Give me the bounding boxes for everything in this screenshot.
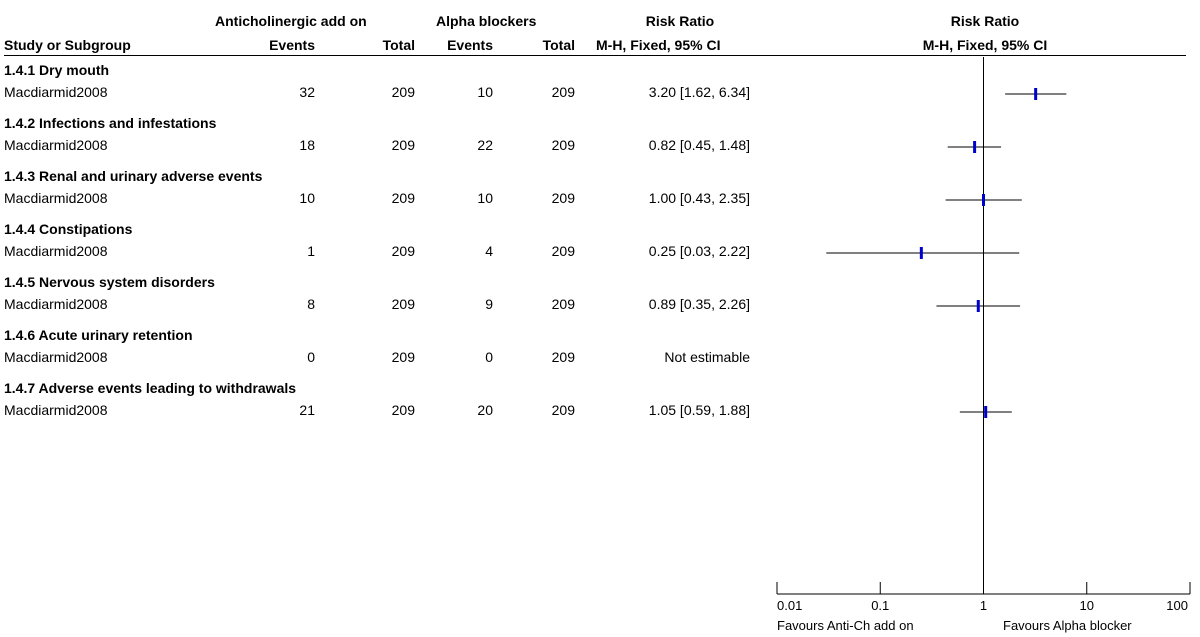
events1-value: 21 [299, 402, 315, 418]
study-name: Macdiarmid2008 [4, 243, 108, 259]
events2-value: 4 [485, 243, 493, 259]
risk-ratio-value: Not estimable [664, 349, 750, 365]
favours-left-label: Favours Anti-Ch add on [777, 618, 914, 633]
plot-header: Risk Ratio [950, 13, 1020, 29]
study-column-header: Study or Subgroup [4, 37, 131, 53]
risk-ratio-value: 1.00 [0.43, 2.35] [648, 190, 750, 206]
events1-value: 10 [299, 190, 315, 206]
events2-value: 0 [485, 349, 493, 365]
rr-header: Risk Ratio [645, 13, 715, 29]
x-tick-label: 0.1 [871, 598, 889, 613]
total2-value: 209 [551, 349, 575, 365]
point-estimate-marker [984, 406, 988, 418]
events2-value: 20 [477, 402, 493, 418]
events1-value: 0 [307, 349, 315, 365]
events2-value: 22 [477, 137, 493, 153]
point-estimate-marker [976, 300, 980, 312]
total1-value: 209 [391, 190, 415, 206]
x-tick-label: 10 [1080, 598, 1094, 613]
risk-ratio-value: 0.82 [0.45, 1.48] [648, 137, 750, 153]
rr-method-header: M-H, Fixed, 95% CI [596, 37, 721, 53]
total1-header: Total [382, 37, 415, 53]
events1-value: 18 [299, 137, 315, 153]
total1-value: 209 [391, 243, 415, 259]
total1-value: 209 [391, 349, 415, 365]
total1-value: 209 [391, 402, 415, 418]
subgroup-title: 1.4.2 Infections and infestations [4, 115, 217, 131]
subgroup-title: 1.4.5 Nervous system disorders [4, 274, 215, 290]
events1-value: 1 [307, 243, 315, 259]
total2-value: 209 [551, 190, 575, 206]
subgroup-title: 1.4.3 Renal and urinary adverse events [4, 168, 263, 184]
total2-value: 209 [551, 243, 575, 259]
group2-header: Alpha blockers [436, 13, 537, 29]
total2-value: 209 [551, 402, 575, 418]
study-name: Macdiarmid2008 [4, 296, 108, 312]
study-name: Macdiarmid2008 [4, 137, 108, 153]
events2-header: Events [447, 37, 493, 53]
subgroup-title: 1.4.7 Adverse events leading to withdraw… [4, 380, 297, 396]
header-divider [4, 55, 1186, 56]
events2-value: 10 [477, 190, 493, 206]
point-estimate-marker [973, 141, 977, 153]
study-name: Macdiarmid2008 [4, 190, 108, 206]
plot-method-header: M-H, Fixed, 95% CI [922, 37, 1048, 53]
events1-value: 32 [299, 84, 315, 100]
risk-ratio-value: 0.25 [0.03, 2.22] [648, 243, 750, 259]
subgroup-title: 1.4.6 Acute urinary retention [4, 327, 193, 343]
total1-value: 209 [391, 296, 415, 312]
events1-value: 8 [307, 296, 315, 312]
events1-header: Events [269, 37, 315, 53]
subgroup-title: 1.4.1 Dry mouth [4, 62, 110, 78]
risk-ratio-value: 1.05 [0.59, 1.88] [648, 402, 750, 418]
total2-value: 209 [551, 84, 575, 100]
x-tick-label: 1 [980, 598, 987, 613]
events2-value: 9 [485, 296, 493, 312]
x-tick-label: 100 [1166, 598, 1188, 613]
point-estimate-marker [982, 194, 985, 206]
total2-value: 209 [551, 296, 575, 312]
subgroup-title: 1.4.4 Constipations [4, 221, 133, 237]
point-estimate-marker [1034, 88, 1038, 100]
point-estimate-marker [919, 247, 923, 259]
risk-ratio-value: 0.89 [0.35, 2.26] [648, 296, 750, 312]
x-tick-label: 0.01 [777, 598, 802, 613]
total2-value: 209 [551, 137, 575, 153]
group1-header: Anticholinergic add on [215, 13, 367, 29]
events2-value: 10 [477, 84, 493, 100]
total1-value: 209 [391, 137, 415, 153]
study-name: Macdiarmid2008 [4, 402, 108, 418]
favours-right-label: Favours Alpha blocker [1003, 618, 1132, 633]
risk-ratio-value: 3.20 [1.62, 6.34] [648, 84, 750, 100]
total1-value: 209 [391, 84, 415, 100]
study-name: Macdiarmid2008 [4, 349, 108, 365]
study-name: Macdiarmid2008 [4, 84, 108, 100]
total2-header: Total [542, 37, 575, 53]
